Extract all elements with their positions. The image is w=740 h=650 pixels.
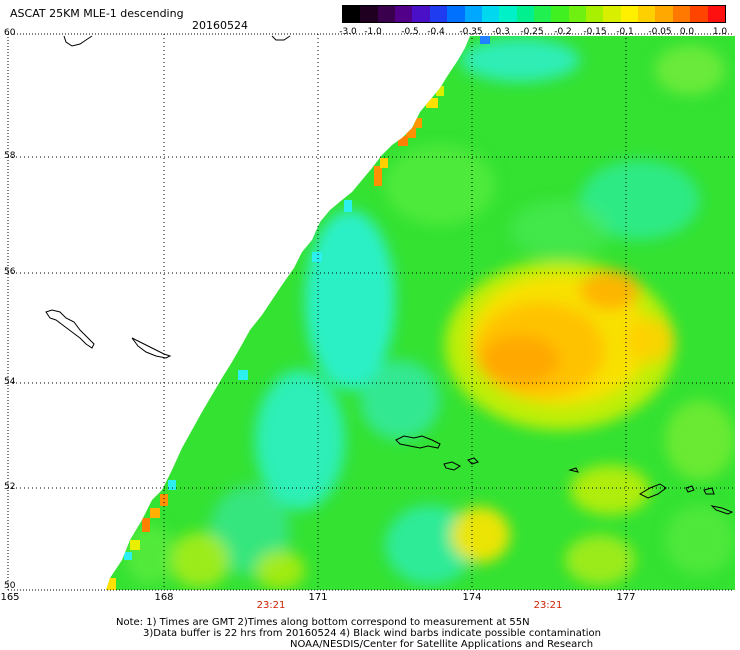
colorbar-segment <box>412 6 430 22</box>
lat-label-52: 52 <box>4 482 16 492</box>
lat-label-50: 50 <box>4 581 16 591</box>
colorbar-tick-label: -1.0 <box>364 27 382 37</box>
lat-label-58: 58 <box>4 151 16 161</box>
colorbar-segment <box>499 6 517 22</box>
colorbar-tick-label: -0.35 <box>459 27 483 37</box>
coast-island-10 <box>710 505 734 515</box>
colorbar-segment <box>464 6 482 22</box>
colorbar-segment <box>620 6 639 22</box>
colorbar-tick-label: -0.4 <box>427 27 445 37</box>
colorbar-labels: -3.0 -1.0 -0.5 -0.4 -0.35 -0.3 -0.25 -0.2 -0.15-… <box>330 27 740 38</box>
wind-swath <box>106 36 735 590</box>
plot-frame <box>7 33 734 591</box>
map-date: 20160524 <box>192 19 248 32</box>
time-label-1: 23:21 <box>256 600 286 611</box>
coast-island-1 <box>45 309 95 349</box>
colorbar-segment <box>481 6 500 22</box>
footnote-line-3: NOAA/NESDIS/Center for Satellite Applica… <box>290 639 594 650</box>
colorbar-tick-label: -0.15 <box>583 27 607 37</box>
time-label-2: 23:21 <box>533 600 563 611</box>
lon-label-165: 165 <box>0 592 20 603</box>
colorbar-segment <box>638 6 656 22</box>
colorbar-segment <box>360 6 378 22</box>
colorbar-segment <box>343 6 361 22</box>
colorbar-segment <box>603 6 621 22</box>
colorbar-segment <box>655 6 673 22</box>
coast-island-4 <box>443 461 461 471</box>
map-title: ASCAT 25KM MLE-1 descending <box>10 7 184 20</box>
coast-island-5 <box>467 457 479 465</box>
coast-island-6 <box>568 467 579 473</box>
colorbar-tick-label: -0.25 <box>520 27 544 37</box>
colorbar-tick-label: 1.0 <box>712 27 728 37</box>
colorbar-segment <box>429 6 448 22</box>
colorbar-segment <box>533 6 552 22</box>
lon-label-174: 174 <box>462 592 482 603</box>
lon-label-168: 168 <box>154 592 174 603</box>
colorbar-segment <box>377 6 396 22</box>
lat-label-54: 54 <box>4 377 16 387</box>
colorbar-segment <box>690 6 708 22</box>
colorbar-tick-label: -0.2 <box>554 27 572 37</box>
colorbar <box>342 5 726 23</box>
colorbar-segment <box>516 6 534 22</box>
coast-island-7 <box>638 483 667 499</box>
lon-label-171: 171 <box>308 592 328 603</box>
coast-island-9 <box>703 487 715 495</box>
colorbar-segment <box>395 6 413 22</box>
colorbar-segment <box>568 6 587 22</box>
coast-island-2 <box>131 337 172 359</box>
colorbar-segment <box>551 6 569 22</box>
coast-north-1 <box>63 35 93 47</box>
graticule <box>8 34 734 590</box>
colorbar-segment <box>672 6 691 22</box>
coast-island-3 <box>395 435 441 449</box>
colorbar-segment <box>586 6 604 22</box>
colorbar-segment <box>707 6 725 22</box>
lat-label-60: 60 <box>4 28 16 38</box>
edge-cells <box>106 36 490 590</box>
colorbar-segment <box>447 6 465 22</box>
swath-patches <box>125 38 735 590</box>
footnote-line-2: 3)Data buffer is 22 hrs from 20160524 4)… <box>143 628 601 639</box>
colorbar-tick-label: -3.0 <box>339 27 357 37</box>
colorbar-tick-label: -0.3 <box>492 27 510 37</box>
coastlines <box>45 35 734 515</box>
lon-label-177: 177 <box>616 592 636 603</box>
coast-island-8 <box>685 485 695 493</box>
coast-north-2 <box>271 35 291 41</box>
colorbar-tick-label: 0.0 <box>679 27 695 37</box>
lat-label-56: 56 <box>4 267 16 277</box>
colorbar-tick-label: -0.05 <box>648 27 672 37</box>
footnote-line-1: Note: 1) Times are GMT 2)Times along bot… <box>116 617 530 628</box>
colorbar-tick-label: -0.1 <box>616 27 634 37</box>
colorbar-tick-label: -0.5 <box>401 27 419 37</box>
